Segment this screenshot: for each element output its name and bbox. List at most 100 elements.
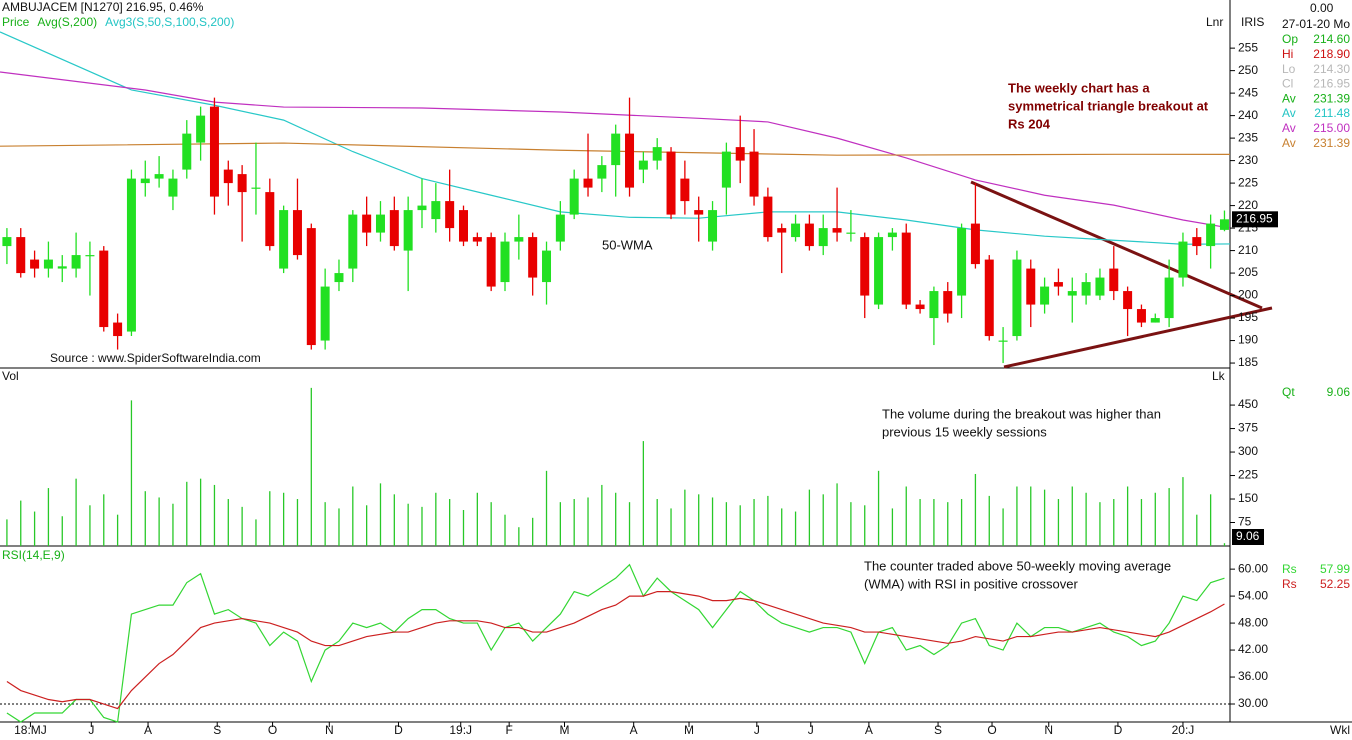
- annotation: The weekly chart has a: [1008, 80, 1150, 95]
- y-tick-label: 220: [1238, 198, 1258, 212]
- ma-label: 50-WMA: [602, 237, 653, 252]
- x-tick-label: O: [987, 723, 996, 737]
- y-tick-label: 225: [1238, 468, 1258, 482]
- y-tick-label: 75: [1238, 515, 1252, 529]
- candle-body: [237, 174, 247, 193]
- y-tick-label: 60.00: [1238, 561, 1268, 575]
- candle-body: [417, 205, 427, 211]
- y-tick-label: 48.00: [1238, 615, 1268, 629]
- info-label: Lo: [1282, 62, 1296, 76]
- candle-body: [1053, 282, 1063, 287]
- change-value: 0.00: [1310, 1, 1334, 15]
- x-tick-label: F: [505, 723, 512, 737]
- candle-body: [486, 237, 496, 287]
- annotation: The counter traded above 50-weekly movin…: [864, 558, 1171, 573]
- candle-body: [16, 237, 26, 274]
- candle-body: [666, 151, 676, 215]
- scale-label: Lnr: [1206, 15, 1223, 29]
- candle-body: [348, 214, 358, 269]
- candle-body: [735, 147, 745, 161]
- info-value: 218.90: [1313, 47, 1350, 61]
- candle-body: [1178, 241, 1188, 278]
- candle-body: [514, 237, 524, 242]
- candle-body: [1219, 219, 1229, 230]
- y-tick-label: 42.00: [1238, 642, 1268, 656]
- info-label: Av: [1282, 91, 1296, 105]
- candle-body: [846, 232, 856, 234]
- info-value: 214.30: [1313, 62, 1350, 76]
- y-tick-label: 375: [1238, 421, 1258, 435]
- y-tick-label: 30.00: [1238, 696, 1268, 710]
- candle-body: [791, 223, 801, 238]
- annotation: (WMA) with RSI in positive crossover: [864, 576, 1078, 591]
- candle-body: [320, 286, 330, 341]
- info-value: 231.39: [1313, 136, 1350, 150]
- candle-body: [929, 291, 939, 319]
- x-tick-label: 20:J: [1172, 723, 1195, 737]
- y-tick-label: 235: [1238, 130, 1258, 144]
- moving-average: [0, 71, 1231, 229]
- info-label: Av: [1282, 136, 1296, 150]
- candle-body: [708, 210, 718, 242]
- info-label: Av: [1282, 121, 1296, 135]
- candle-body: [1040, 286, 1050, 305]
- candle-body: [1123, 291, 1133, 310]
- rsi-line: [6, 563, 1225, 723]
- x-tick-label: 19:J: [449, 723, 472, 737]
- legend-entry: Price: [2, 15, 30, 29]
- x-tick-label: N: [1044, 723, 1053, 737]
- candle-body: [680, 178, 690, 202]
- candle-body: [265, 192, 275, 247]
- y-tick-label: 36.00: [1238, 669, 1268, 683]
- candle-body: [1026, 268, 1036, 305]
- x-tick-label: S: [213, 723, 221, 737]
- candle-body: [652, 147, 662, 161]
- candle-body: [126, 178, 136, 332]
- candle-body: [1109, 268, 1119, 292]
- candle-body: [998, 340, 1008, 342]
- candle-body: [279, 210, 289, 269]
- candle-body: [957, 228, 967, 296]
- candle-body: [1136, 309, 1146, 323]
- trendline: [1003, 306, 1273, 369]
- candle-body: [555, 214, 565, 242]
- y-tick-label: 185: [1238, 355, 1258, 369]
- legend-entry: Avg3(S,50,S,100,S,200): [105, 15, 234, 29]
- y-tick-label: 255: [1238, 40, 1258, 54]
- candle-body: [1012, 259, 1022, 337]
- candle-body: [113, 322, 123, 337]
- candle-body: [57, 266, 67, 269]
- candle-body: [1067, 291, 1077, 296]
- candle-body: [832, 228, 842, 233]
- legend-entry: Rs: [1282, 577, 1297, 591]
- candle-body: [209, 106, 219, 197]
- candle-body: [583, 178, 593, 188]
- symbol-source: IRIS: [1241, 15, 1264, 29]
- chart-title: AMBUJACEM [N1270] 216.95, 0.46%: [2, 0, 204, 14]
- x-tick-label: N: [325, 723, 334, 737]
- candle-body: [1095, 277, 1105, 296]
- y-tick-label: 195: [1238, 310, 1258, 324]
- info-label: Op: [1282, 32, 1298, 46]
- y-tick-label: 245: [1238, 85, 1258, 99]
- candle-body: [43, 259, 53, 269]
- y-tick-label: 54.00: [1238, 588, 1268, 602]
- candle-body: [1164, 277, 1174, 319]
- rsi-line: [6, 591, 1225, 710]
- last-volume: 9.06: [1236, 529, 1260, 543]
- legend-entry: Avg(S,200): [37, 15, 97, 29]
- candle-body: [292, 210, 302, 256]
- legend-value: 57.99: [1320, 562, 1350, 576]
- candle-body: [403, 210, 413, 251]
- candle-body: [901, 232, 911, 305]
- y-tick-label: 225: [1238, 175, 1258, 189]
- x-tick-label: M: [559, 723, 569, 737]
- x-tick-label: 18:MJ: [14, 723, 47, 737]
- x-tick-label: J: [808, 723, 814, 737]
- last-price-box: [1232, 211, 1278, 228]
- candle-body: [140, 178, 150, 184]
- x-tick-label: A: [865, 723, 873, 737]
- candle-body: [251, 187, 261, 189]
